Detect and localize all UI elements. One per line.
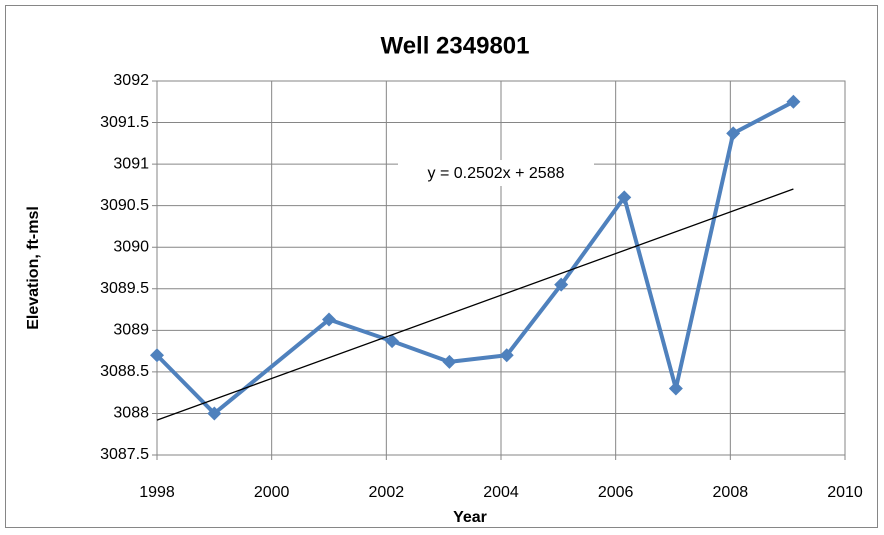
x-tick-label: 2006 bbox=[598, 484, 634, 501]
marker bbox=[668, 381, 683, 396]
equation-bg bbox=[398, 160, 594, 186]
x-tick-label: 2004 bbox=[483, 484, 519, 501]
chart-border bbox=[5, 5, 878, 528]
y-tick-label: 3091.5 bbox=[100, 114, 149, 131]
x-tick-label: 2002 bbox=[369, 484, 405, 501]
y-tick-label: 3089.5 bbox=[100, 280, 149, 297]
x-tick-label: 1998 bbox=[139, 484, 175, 501]
y-tick-label: 3090 bbox=[113, 238, 149, 255]
y-tick-label: 3089 bbox=[113, 322, 149, 339]
marker bbox=[442, 354, 457, 369]
y-tick-label: 3092 bbox=[113, 72, 149, 89]
x-tick-label: 2000 bbox=[254, 484, 290, 501]
y-tick-label: 3087.5 bbox=[100, 446, 149, 463]
x-axis-label: Year bbox=[453, 509, 487, 526]
y-tick-label: 3088 bbox=[113, 405, 149, 422]
marker bbox=[726, 126, 741, 141]
trendline bbox=[156, 188, 794, 421]
marker bbox=[385, 334, 400, 349]
marker bbox=[786, 94, 801, 109]
marker bbox=[322, 312, 336, 327]
marker bbox=[617, 190, 632, 205]
plot-border bbox=[156, 80, 846, 456]
trendline-equation: y = 0.2502x + 2588 bbox=[428, 165, 565, 182]
y-tick-label: 3088.5 bbox=[100, 363, 149, 380]
marker bbox=[150, 348, 164, 363]
marker bbox=[499, 348, 514, 363]
chart-title: Well 2349801 bbox=[380, 32, 529, 59]
y-axis-label: Elevation, ft-msl bbox=[25, 206, 42, 330]
marker bbox=[207, 406, 222, 421]
x-tick-label: 2008 bbox=[713, 484, 749, 501]
x-tick-label: 2010 bbox=[827, 484, 863, 501]
marker bbox=[554, 277, 569, 292]
y-tick-label: 3090.5 bbox=[100, 197, 149, 214]
y-tick-label: 3091 bbox=[113, 155, 149, 172]
